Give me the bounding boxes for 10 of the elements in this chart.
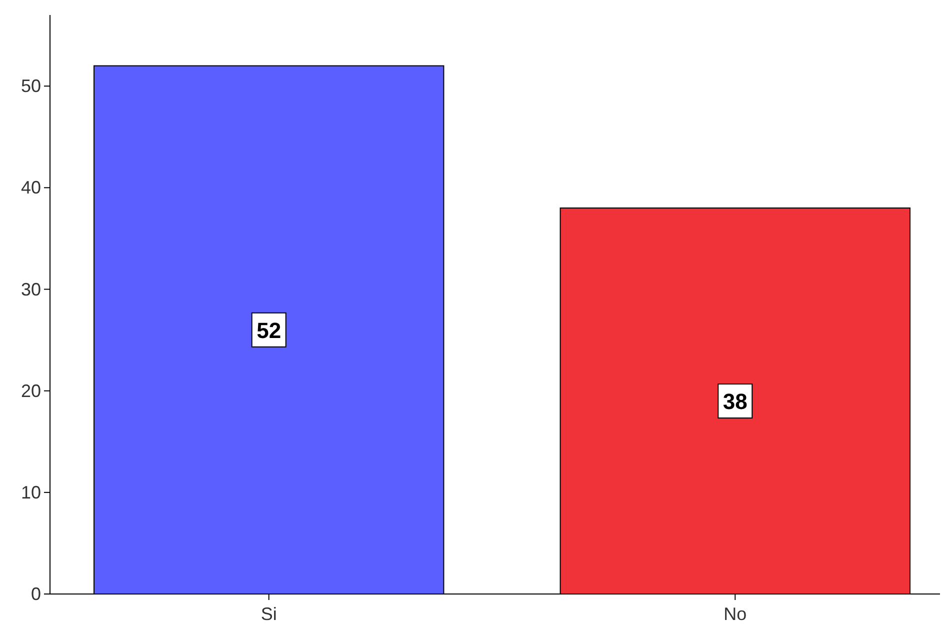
y-tick-label: 0 xyxy=(30,584,41,604)
y-tick-label: 30 xyxy=(20,279,41,300)
y-tick-label: 20 xyxy=(20,380,41,401)
data-label: 52 xyxy=(256,318,282,343)
y-tick-label: 10 xyxy=(20,482,41,502)
data-label: 38 xyxy=(722,389,748,414)
y-tick-label: 50 xyxy=(20,76,41,96)
x-tick-label: No xyxy=(724,604,747,624)
y-tick-label: 40 xyxy=(20,178,41,198)
x-tick-label: Si xyxy=(260,604,277,624)
